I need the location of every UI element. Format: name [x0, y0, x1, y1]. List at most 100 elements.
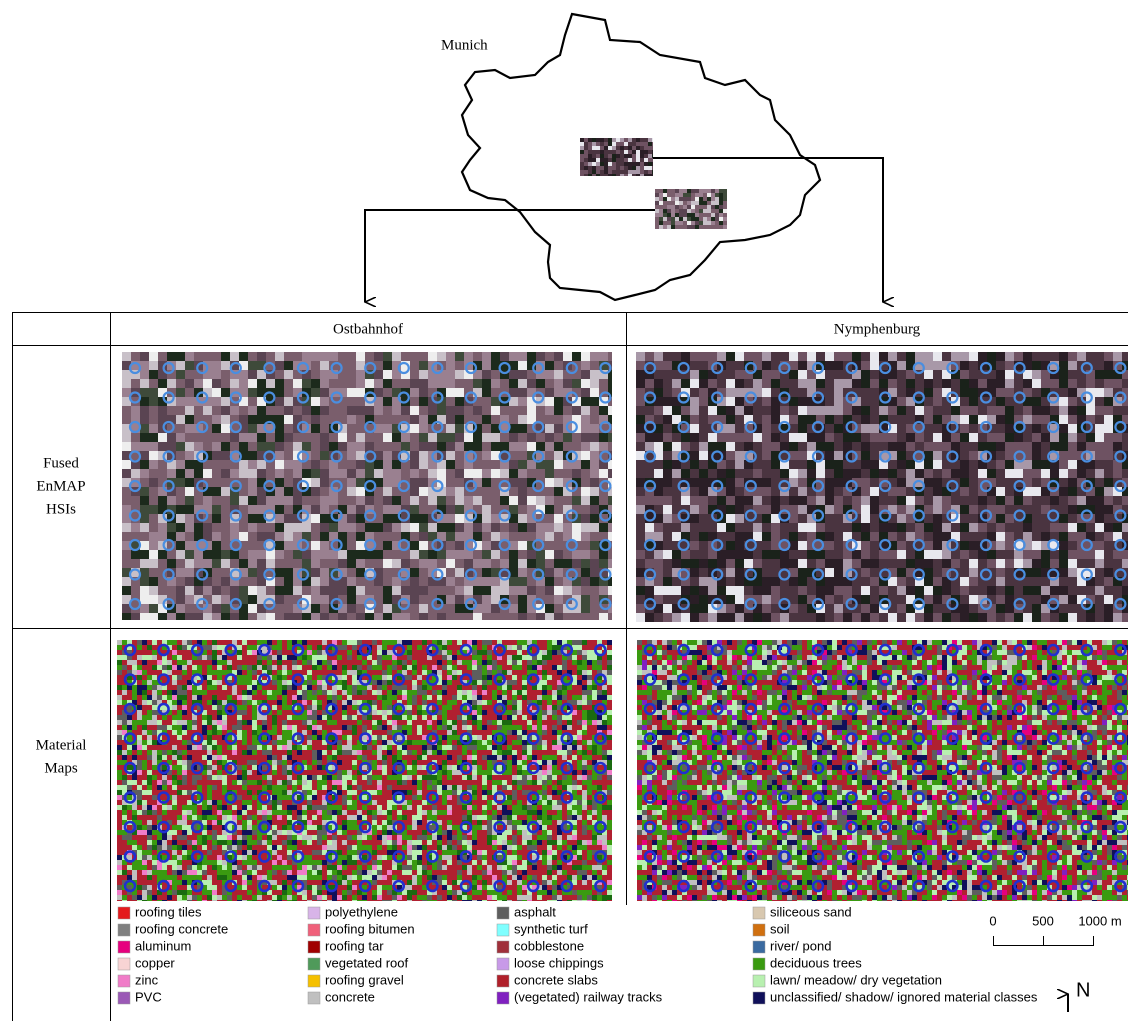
image-pixel	[337, 665, 342, 670]
image-pixel	[607, 660, 612, 665]
image-pixel	[197, 690, 202, 695]
image-pixel	[311, 523, 320, 532]
image-pixel	[852, 559, 861, 568]
image-pixel	[1032, 379, 1041, 388]
image-pixel	[217, 660, 222, 665]
image-pixel	[735, 415, 744, 424]
image-pixel	[897, 424, 906, 433]
image-pixel	[248, 388, 257, 397]
image-pixel	[500, 559, 509, 568]
image-pixel	[690, 415, 699, 424]
image-pixel	[410, 415, 419, 424]
image-pixel	[612, 170, 616, 174]
image-pixel	[584, 154, 588, 158]
image-pixel	[870, 433, 879, 442]
image-pixel	[527, 665, 532, 670]
image-pixel	[472, 665, 477, 670]
image-pixel	[464, 559, 473, 568]
image-pixel	[644, 138, 648, 142]
image-pixel	[293, 379, 302, 388]
image-pixel	[212, 487, 221, 496]
image-pixel	[432, 665, 437, 670]
image-pixel	[284, 559, 293, 568]
image-pixel	[690, 514, 699, 523]
image-pixel	[149, 361, 158, 370]
image-pixel	[412, 675, 417, 680]
image-pixel	[545, 388, 554, 397]
image-pixel	[996, 388, 1005, 397]
image-pixel	[167, 613, 176, 620]
image-pixel	[1032, 388, 1041, 397]
image-pixel	[798, 460, 807, 469]
image-pixel	[816, 496, 825, 505]
image-pixel	[1068, 361, 1077, 370]
image-pixel	[131, 379, 140, 388]
image-pixel	[675, 213, 679, 217]
image-pixel	[455, 550, 464, 559]
image-pixel	[297, 660, 302, 665]
image-pixel	[667, 205, 671, 209]
image-pixel	[897, 595, 906, 604]
image-pixel	[602, 665, 607, 670]
image-pixel	[473, 586, 482, 595]
image-pixel	[582, 675, 587, 680]
image-pixel	[1005, 496, 1014, 505]
image-pixel	[122, 415, 131, 424]
image-pixel	[663, 559, 672, 568]
image-pixel	[509, 433, 518, 442]
image-pixel	[789, 595, 798, 604]
image-pixel	[933, 496, 942, 505]
image-pixel	[640, 138, 644, 142]
image-pixel	[248, 352, 257, 361]
image-pixel	[320, 559, 329, 568]
image-pixel	[711, 193, 715, 197]
image-pixel	[870, 532, 879, 541]
image-pixel	[659, 205, 663, 209]
image-pixel	[924, 352, 933, 361]
image-pixel	[726, 541, 735, 550]
image-pixel	[446, 388, 455, 397]
image-pixel	[691, 209, 695, 213]
image-pixel	[996, 568, 1005, 577]
image-pixel	[187, 685, 192, 690]
column-header: Nymphenburg	[834, 321, 921, 337]
image-pixel	[807, 559, 816, 568]
image-pixel	[167, 640, 172, 645]
image-pixel	[446, 514, 455, 523]
image-pixel	[482, 469, 491, 478]
image-pixel	[834, 559, 843, 568]
image-pixel	[356, 550, 365, 559]
image-pixel	[446, 415, 455, 424]
image-pixel	[410, 388, 419, 397]
image-pixel	[262, 660, 267, 665]
image-pixel	[1068, 496, 1077, 505]
image-pixel	[679, 205, 683, 209]
image-pixel	[690, 424, 699, 433]
image-pixel	[707, 209, 711, 213]
image-pixel	[157, 690, 162, 695]
image-pixel	[473, 469, 482, 478]
image-pixel	[580, 166, 584, 170]
image-pixel	[383, 559, 392, 568]
image-pixel	[897, 496, 906, 505]
image-pixel	[221, 397, 230, 406]
image-pixel	[527, 442, 536, 451]
image-pixel	[257, 660, 262, 665]
image-pixel	[667, 193, 671, 197]
image-pixel	[723, 197, 727, 201]
image-pixel	[599, 442, 608, 451]
image-pixel	[789, 424, 798, 433]
image-pixel	[636, 514, 645, 523]
image-pixel	[311, 469, 320, 478]
image-pixel	[518, 388, 527, 397]
image-pixel	[509, 577, 518, 586]
image-pixel	[292, 690, 297, 695]
image-pixel	[861, 523, 870, 532]
image-pixel	[735, 505, 744, 514]
image-pixel	[599, 523, 608, 532]
image-pixel	[419, 397, 428, 406]
image-pixel	[1041, 613, 1050, 622]
image-pixel	[509, 586, 518, 595]
image-pixel	[960, 478, 969, 487]
image-pixel	[726, 379, 735, 388]
